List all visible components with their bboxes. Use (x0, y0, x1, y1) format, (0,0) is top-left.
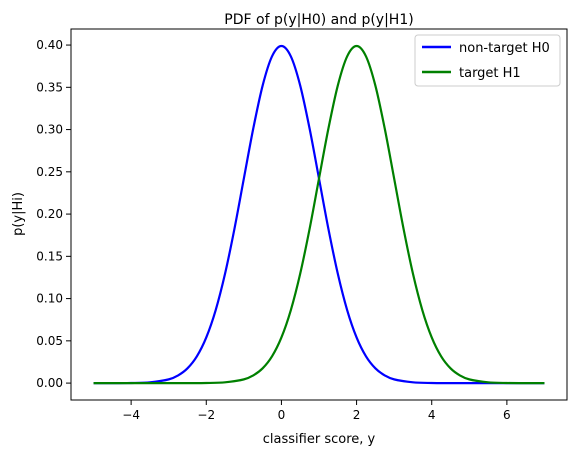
legend-label-target-h1: target H1 (459, 66, 521, 81)
x-axis-label: classifier score, y (263, 432, 376, 447)
y-tick-label: 0.20 (36, 207, 63, 221)
y-axis-label: p(y|Hi) (11, 192, 26, 236)
y-axis-ticks: 0.00 0.05 0.10 0.15 0.20 0.25 0.30 0.35 0.40 (36, 38, 71, 390)
y-tick-label: 0.10 (36, 292, 63, 306)
x-tick-label: 6 (503, 408, 511, 422)
y-tick-label: 0.35 (36, 80, 63, 94)
series-line-non-target-h0 (93, 44, 545, 385)
plot-area (93, 44, 545, 385)
axes-frame (70, 28, 568, 401)
chart-title: PDF of p(y|H0) and p(y|H1) (224, 12, 413, 28)
series-line-target-h1 (93, 44, 545, 385)
x-tick-label: −4 (122, 408, 140, 422)
legend: non-target H0 target H1 (414, 34, 561, 87)
y-tick-label: 0.30 (36, 123, 63, 137)
y-tick-label: 0.00 (36, 376, 63, 390)
x-tick-label: 0 (278, 408, 286, 422)
x-tick-label: 2 (353, 408, 361, 422)
legend-box (414, 34, 561, 87)
legend-label-non-target-h0: non-target H0 (459, 41, 550, 56)
y-tick-label: 0.05 (36, 334, 63, 348)
y-tick-label: 0.25 (36, 165, 63, 179)
x-axis-ticks: −4 −2 0 2 4 6 (122, 400, 511, 422)
y-tick-label: 0.15 (36, 249, 63, 263)
x-tick-label: 4 (428, 408, 436, 422)
x-tick-label: −2 (197, 408, 215, 422)
series-layer (93, 44, 545, 385)
y-tick-label: 0.40 (36, 38, 63, 52)
